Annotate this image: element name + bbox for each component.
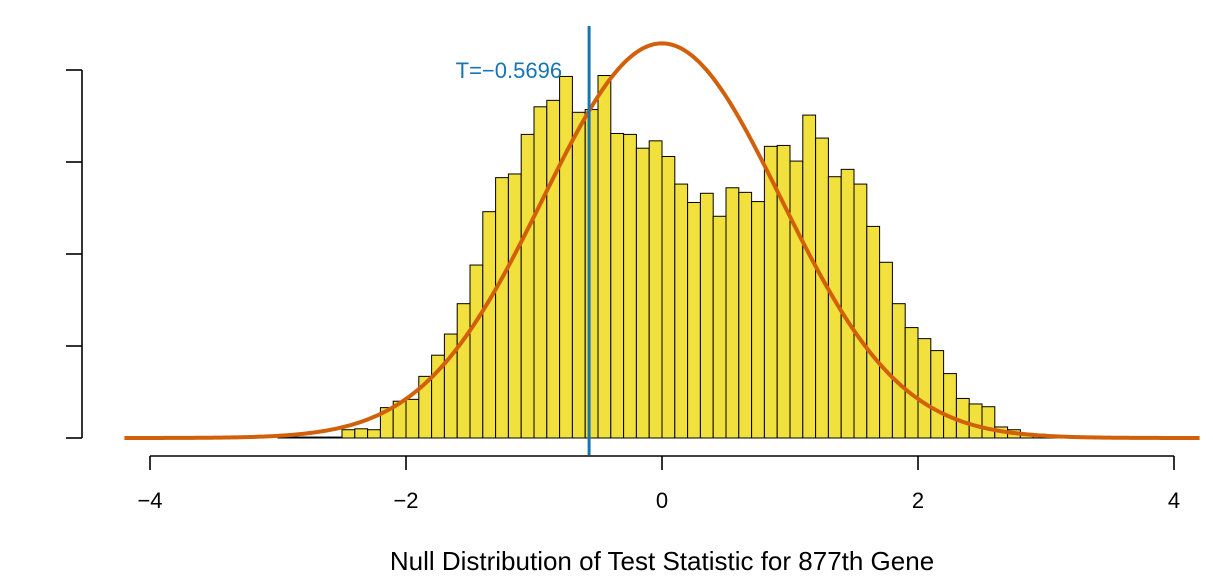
histogram-bar	[738, 191, 753, 439]
histogram-bar	[495, 177, 509, 439]
histogram-bar	[917, 338, 932, 439]
histogram-bar	[930, 350, 945, 439]
histogram-bar	[354, 428, 369, 439]
histogram-bar	[546, 99, 561, 439]
histogram-bar	[328, 436, 343, 439]
histogram-bar	[853, 183, 868, 439]
histogram-bar	[789, 160, 804, 439]
observed-statistic-label: T=−0.5696	[456, 58, 562, 83]
histogram-bar	[981, 406, 996, 439]
x-tick-label-4: 4	[1168, 488, 1180, 513]
histogram-bar	[290, 436, 305, 439]
histogram-bar	[559, 75, 573, 439]
histogram-bar	[597, 75, 612, 439]
histogram-bar	[879, 261, 893, 439]
histogram-bar	[623, 133, 637, 439]
y-axis	[66, 69, 83, 439]
histogram-bar	[341, 429, 356, 439]
histogram-bar	[456, 303, 471, 439]
x-tick-label-0: −4	[137, 488, 162, 513]
histogram-bar	[533, 106, 548, 439]
histogram-bars	[277, 75, 1073, 439]
histogram-bar	[968, 403, 983, 439]
histogram-bar	[315, 436, 330, 439]
histogram-bar	[802, 114, 817, 439]
histogram-bar	[584, 109, 599, 439]
histogram-bar	[571, 111, 586, 439]
histogram-bar	[507, 173, 522, 439]
null-density-curve	[124, 41, 1200, 440]
x-tick-label-2: 0	[656, 488, 668, 513]
x-axis: −4 −2 0 2 4	[137, 455, 1180, 513]
histogram-bar	[661, 155, 676, 439]
histogram-bar	[482, 211, 497, 439]
histogram-bar	[943, 373, 957, 439]
histogram-bar	[699, 192, 714, 439]
histogram-bar	[648, 140, 663, 439]
histogram-bar	[674, 183, 689, 439]
histogram-bar	[712, 215, 727, 439]
x-tick-label-3: 2	[912, 488, 924, 513]
histogram-bar	[751, 201, 765, 439]
histogram-bar	[405, 398, 420, 439]
x-tick-label-1: −2	[393, 488, 418, 513]
histogram-bar	[367, 429, 381, 439]
histogram-bar	[687, 201, 701, 439]
histogram-bar	[725, 187, 740, 439]
histogram-bar	[520, 133, 535, 439]
histogram-bar	[904, 327, 919, 439]
histogram-bar	[776, 144, 791, 439]
x-axis-title: Null Distribution of Test Statistic for …	[390, 546, 934, 576]
histogram-bar	[303, 436, 317, 439]
histogram-bar	[840, 168, 855, 439]
histogram-bar	[891, 303, 906, 439]
histogram-bar	[635, 147, 650, 439]
histogram-bar	[610, 132, 625, 439]
histogram-bar	[866, 225, 881, 439]
histogram-bar	[469, 264, 484, 439]
